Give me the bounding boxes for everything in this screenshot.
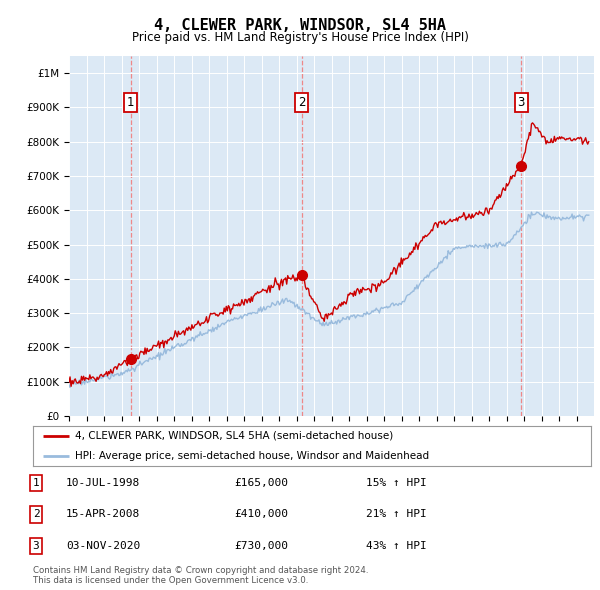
Text: 3: 3 [518, 96, 525, 109]
Text: 4, CLEWER PARK, WINDSOR, SL4 5HA (semi-detached house): 4, CLEWER PARK, WINDSOR, SL4 5HA (semi-d… [75, 431, 393, 441]
Text: £410,000: £410,000 [234, 510, 288, 519]
Text: 1: 1 [32, 478, 40, 487]
Text: 10-JUL-1998: 10-JUL-1998 [66, 478, 140, 487]
Text: HPI: Average price, semi-detached house, Windsor and Maidenhead: HPI: Average price, semi-detached house,… [75, 451, 429, 461]
Text: 43% ↑ HPI: 43% ↑ HPI [366, 542, 427, 551]
Text: £165,000: £165,000 [234, 478, 288, 487]
Text: Contains HM Land Registry data © Crown copyright and database right 2024.
This d: Contains HM Land Registry data © Crown c… [33, 566, 368, 585]
Text: 2: 2 [298, 96, 305, 109]
Text: Price paid vs. HM Land Registry's House Price Index (HPI): Price paid vs. HM Land Registry's House … [131, 31, 469, 44]
Text: 4, CLEWER PARK, WINDSOR, SL4 5HA: 4, CLEWER PARK, WINDSOR, SL4 5HA [154, 18, 446, 32]
Text: 2: 2 [32, 510, 40, 519]
Text: 15% ↑ HPI: 15% ↑ HPI [366, 478, 427, 487]
Text: 03-NOV-2020: 03-NOV-2020 [66, 542, 140, 551]
Text: 15-APR-2008: 15-APR-2008 [66, 510, 140, 519]
Text: £730,000: £730,000 [234, 542, 288, 551]
Text: 1: 1 [127, 96, 134, 109]
Text: 21% ↑ HPI: 21% ↑ HPI [366, 510, 427, 519]
Text: 3: 3 [32, 542, 40, 551]
